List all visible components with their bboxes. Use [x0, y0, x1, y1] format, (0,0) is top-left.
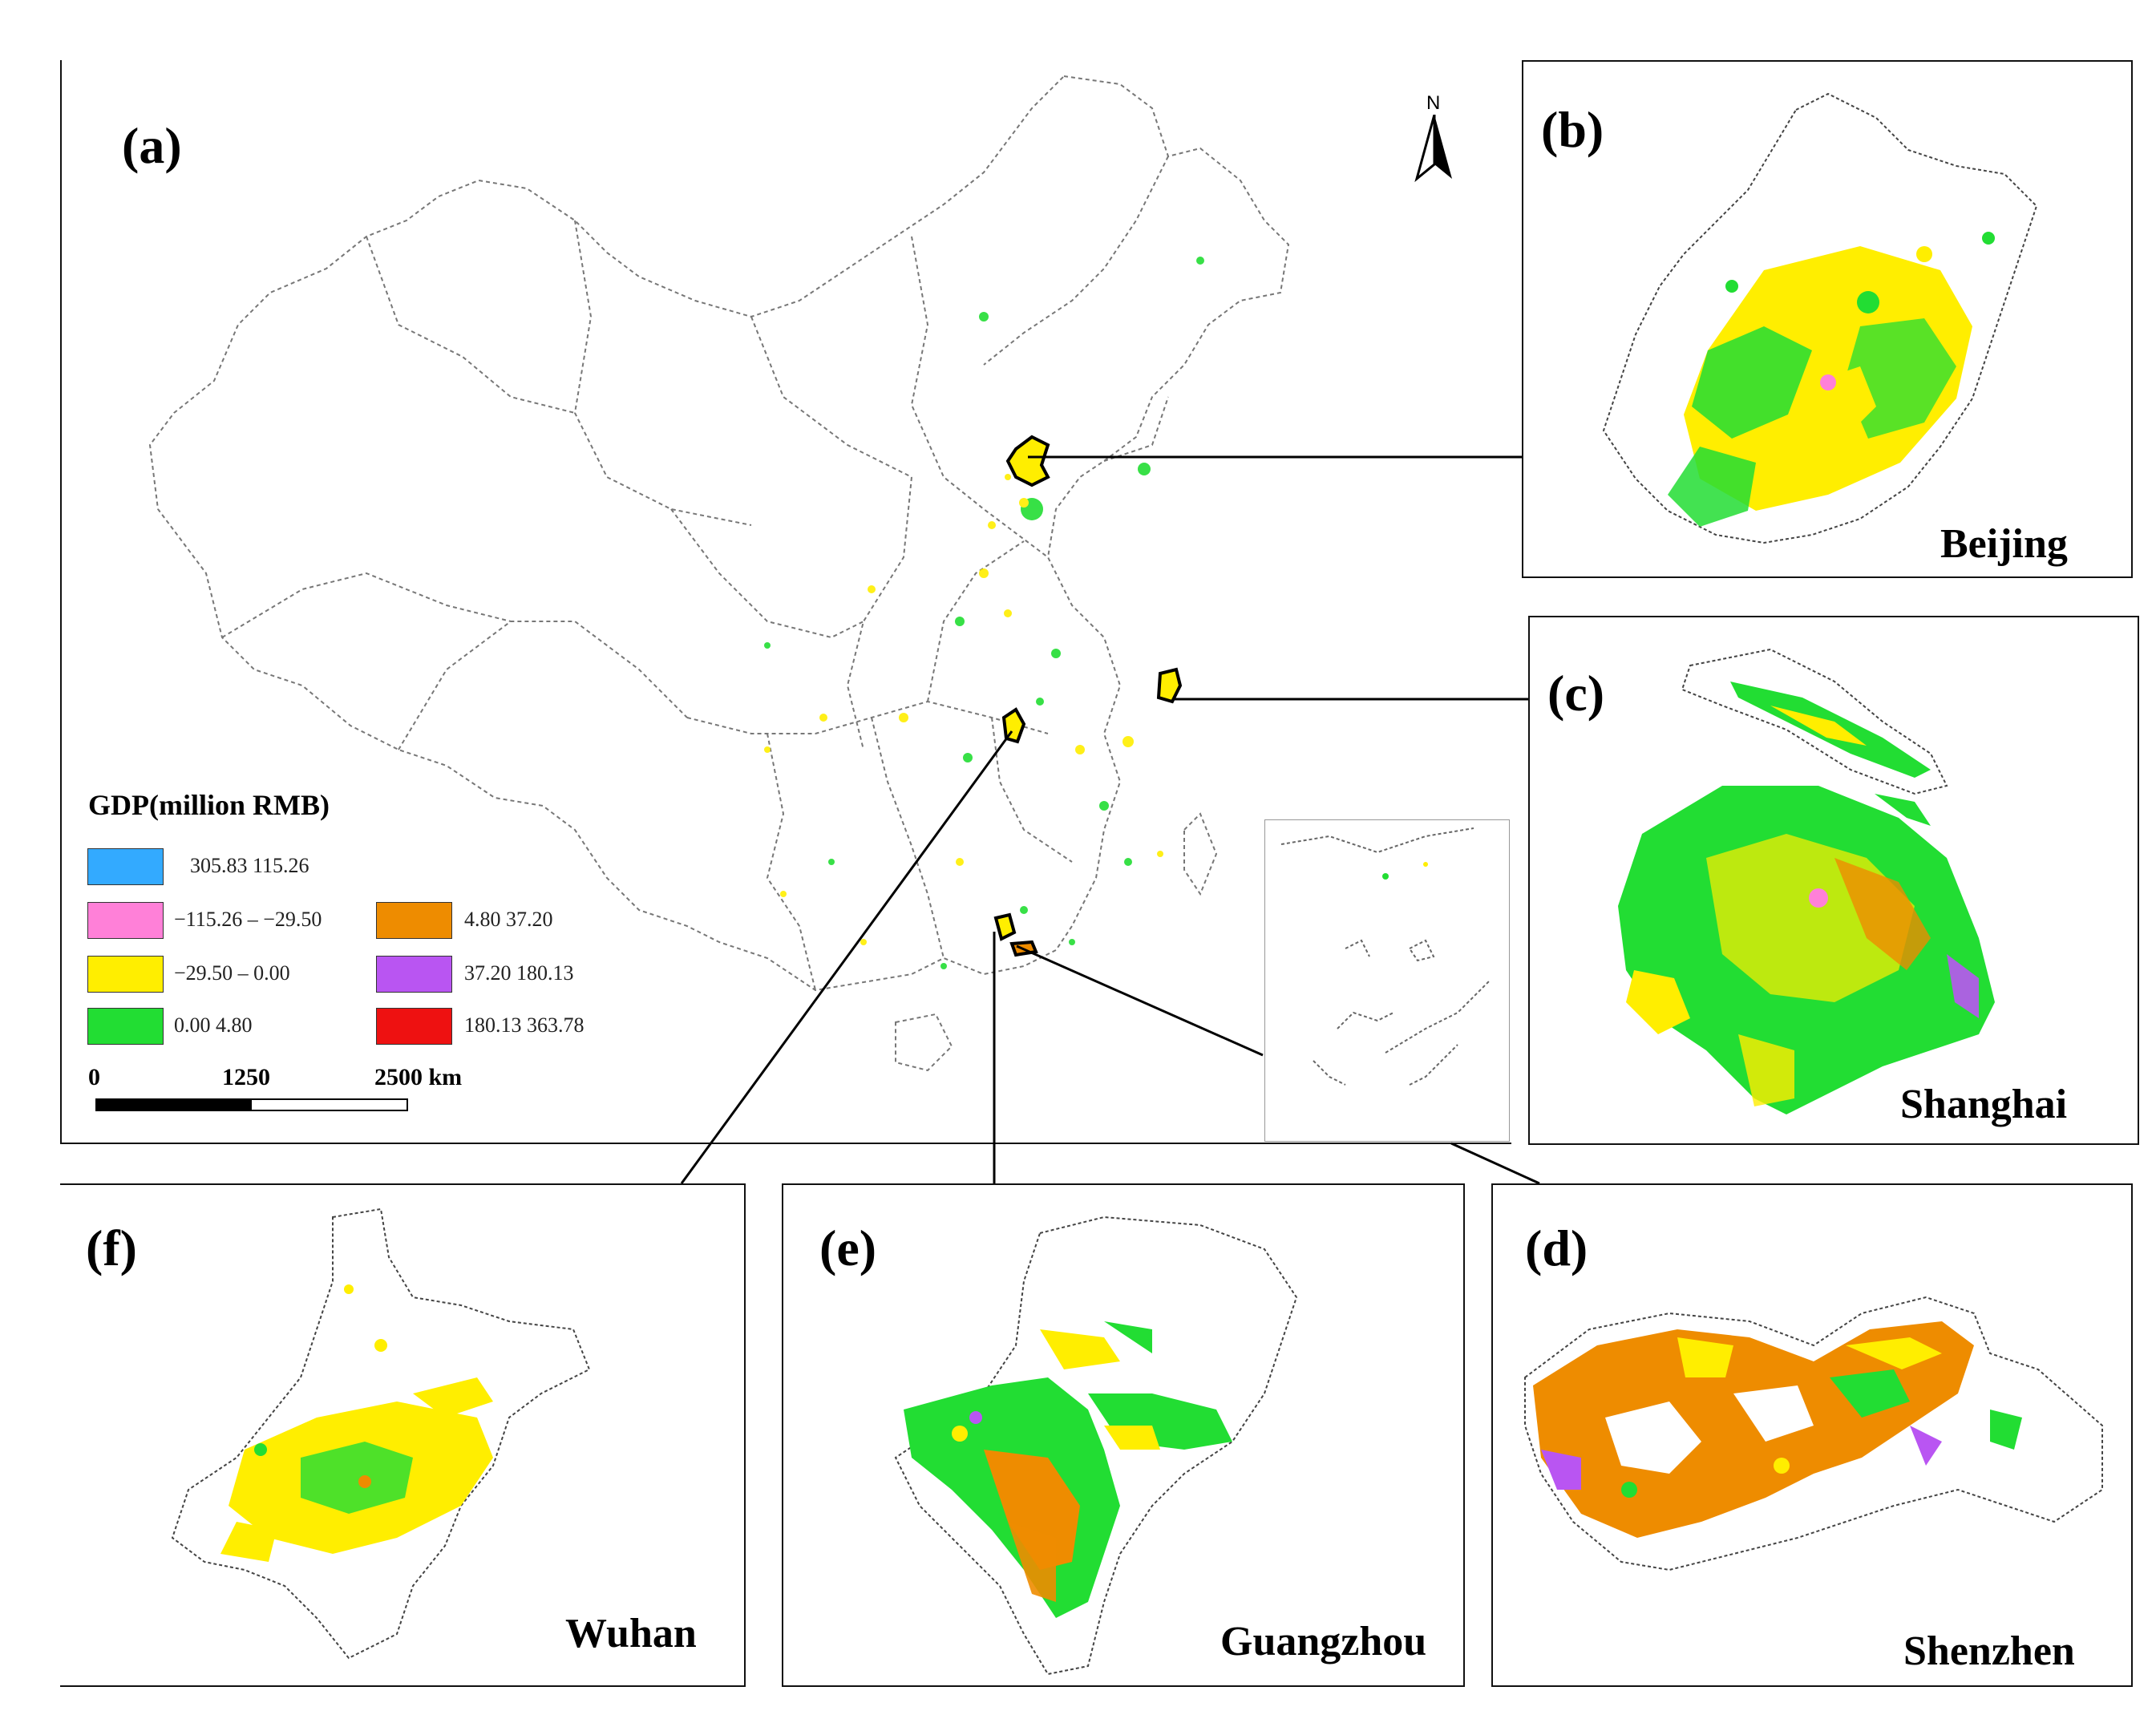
legend-swatch-7 — [376, 1008, 452, 1045]
legend-label-7: 180.13 363.78 — [464, 1013, 585, 1037]
legend-swatch-1 — [87, 848, 164, 885]
scale-tick-0: 0 — [88, 1064, 100, 1090]
south-china-sea-inset — [1264, 819, 1510, 1142]
shanghai-outline — [1156, 667, 1183, 704]
legend-title: GDP(million RMB) — [88, 789, 330, 821]
wuhan-outline — [1001, 707, 1026, 744]
legend-label-5: 4.80 37.20 — [464, 908, 553, 931]
north-arrow-icon — [1414, 115, 1452, 183]
north-arrow-label: N — [1426, 92, 1441, 114]
legend-label-1: 305.83 115.26 — [190, 854, 309, 877]
scale-bar — [95, 1098, 408, 1111]
shenzhen-outline — [1009, 940, 1038, 957]
panel-label-f: (f) — [86, 1220, 137, 1276]
city-label-shenzhen: Shenzhen — [1903, 1628, 2075, 1674]
legend-label-6: 37.20 180.13 — [464, 961, 574, 985]
city-label-beijing: Beijing — [1940, 521, 2068, 567]
legend-label-2: −115.26 – −29.50 — [174, 908, 322, 931]
china-outline-map — [148, 75, 1290, 1072]
guangzhou-inset-panel: (e) Guangzhou — [782, 1183, 1465, 1687]
wuhan-inset-panel: (f) Wuhan — [60, 1183, 746, 1687]
legend-swatch-6 — [376, 956, 452, 993]
scale-tick-1250: 1250 — [222, 1064, 270, 1090]
guangzhou-map — [894, 1215, 1298, 1676]
city-label-wuhan: Wuhan — [565, 1611, 697, 1656]
beijing-inset-panel: (b) Beijing — [1522, 60, 2133, 578]
beijing-map — [1602, 92, 2038, 544]
legend-label-3: −29.50 – 0.00 — [174, 961, 290, 985]
legend-label-4: 0.00 4.80 — [174, 1013, 253, 1037]
panel-label-a: (a) — [122, 117, 182, 174]
city-label-shanghai: Shanghai — [1900, 1082, 2068, 1127]
scale-tick-2500: 2500 km — [374, 1064, 463, 1090]
main-map-panel: (a) — [60, 60, 1511, 1144]
wuhan-map — [171, 1207, 591, 1660]
city-label-guangzhou: Guangzhou — [1220, 1619, 1427, 1664]
legend-swatch-3 — [87, 956, 164, 993]
beijing-outline — [1005, 435, 1050, 487]
shenzhen-inset-panel: (d) Shenzhen — [1491, 1183, 2133, 1687]
shenzhen-map — [1524, 1296, 2103, 1571]
north-arrow: N — [1410, 92, 1458, 183]
panel-label-b: (b) — [1541, 101, 1604, 158]
guangzhou-outline — [993, 912, 1017, 941]
south-china-sea-islands — [1280, 827, 1491, 1086]
legend-swatch-5 — [376, 902, 452, 939]
panel-label-c: (c) — [1547, 665, 1605, 722]
shanghai-inset-panel: (c) Shanghai — [1528, 616, 2139, 1145]
shanghai-map — [1618, 648, 1995, 1114]
legend-swatch-2 — [87, 902, 164, 939]
legend-swatch-4 — [87, 1008, 164, 1045]
panel-label-e: (e) — [819, 1220, 877, 1276]
panel-label-d: (d) — [1525, 1220, 1588, 1276]
